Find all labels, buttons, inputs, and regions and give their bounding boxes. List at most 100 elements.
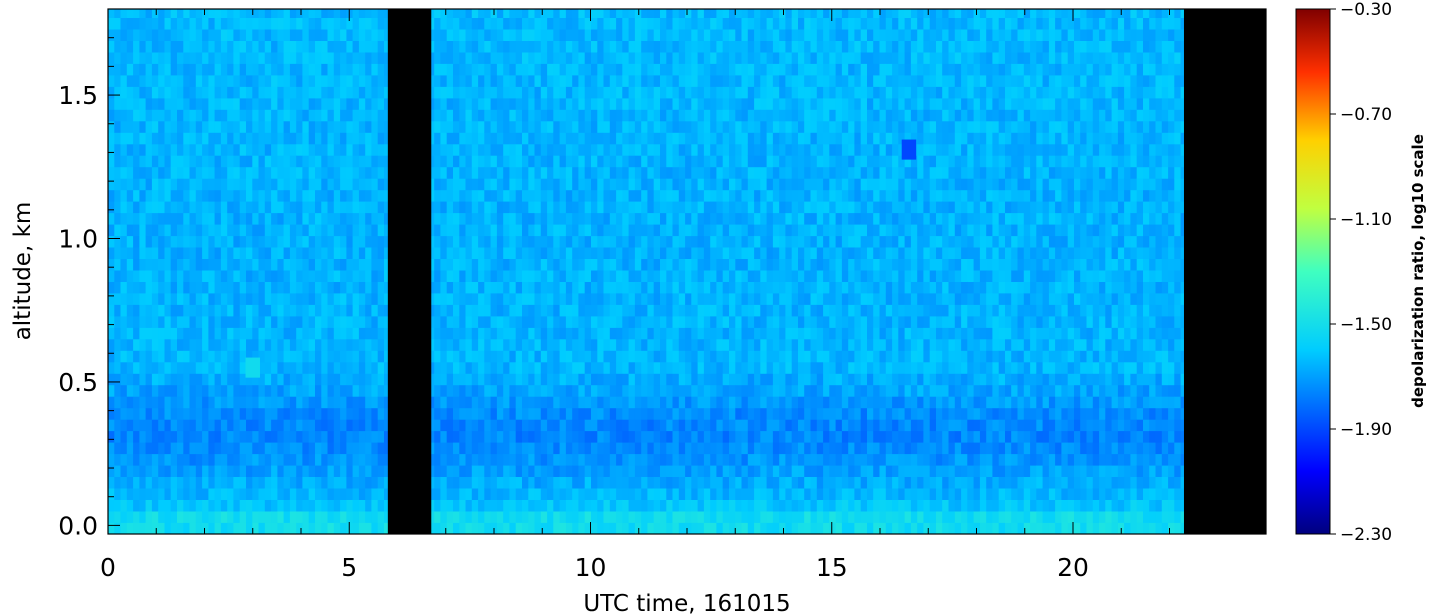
heatmap-cell	[528, 419, 535, 432]
heatmap-cell	[779, 361, 786, 374]
heatmap-cell	[183, 247, 190, 259]
heatmap-cell	[691, 373, 698, 386]
heatmap-cell	[760, 338, 767, 351]
heatmap-cell	[691, 40, 698, 53]
heatmap-cell	[515, 522, 523, 534]
heatmap-cell	[327, 419, 335, 432]
heatmap-cell	[522, 488, 529, 500]
heatmap-cell	[333, 9, 341, 18]
heatmap-cell	[151, 407, 159, 420]
heatmap-cell	[760, 247, 767, 259]
heatmap-cell	[139, 304, 147, 317]
heatmap-cell	[716, 361, 724, 374]
heatmap-cell	[239, 338, 247, 351]
heatmap-cell	[703, 327, 711, 340]
heatmap-cell	[459, 178, 466, 191]
heatmap-cell	[565, 442, 573, 455]
heatmap-cell	[660, 17, 667, 30]
heatmap-cell	[515, 316, 523, 328]
heatmap-cell	[145, 396, 153, 409]
heatmap-cell	[678, 511, 686, 523]
heatmap-cell	[584, 499, 592, 512]
heatmap-cell	[465, 373, 473, 386]
heatmap-cell	[540, 488, 548, 500]
heatmap-cell	[446, 120, 454, 133]
heatmap-cell	[145, 270, 153, 282]
heatmap-cell	[572, 384, 579, 397]
heatmap-cell	[591, 293, 598, 305]
heatmap-cell	[377, 419, 385, 432]
heatmap-cell	[446, 40, 454, 53]
heatmap-cell	[271, 522, 278, 534]
heatmap-cell	[647, 281, 655, 294]
heatmap-cell	[653, 178, 661, 191]
heatmap-cell	[164, 109, 172, 122]
heatmap-cell	[308, 9, 316, 18]
heatmap-cell	[126, 75, 134, 87]
heatmap-cell	[120, 75, 128, 87]
heatmap-cell	[371, 453, 379, 466]
heatmap-cell	[647, 430, 655, 443]
heatmap-cell	[609, 361, 617, 374]
heatmap-cell	[377, 109, 385, 122]
heatmap-cell	[151, 327, 159, 340]
heatmap-cell	[591, 212, 598, 225]
heatmap-cell	[384, 465, 391, 477]
heatmap-cell	[722, 350, 730, 363]
heatmap-cell	[202, 29, 209, 41]
heatmap-cell	[195, 407, 203, 420]
heatmap-cell	[471, 396, 479, 409]
heatmap-cell	[754, 499, 761, 512]
heatmap-cell	[283, 224, 291, 237]
heatmap-cell	[252, 120, 259, 133]
heatmap-cell	[572, 155, 579, 168]
heatmap-cell	[139, 338, 147, 351]
heatmap-cell	[302, 9, 310, 18]
heatmap-cell	[735, 143, 742, 156]
heatmap-cell	[471, 155, 479, 168]
heatmap-cell	[697, 350, 705, 363]
heatmap-cell	[766, 143, 774, 156]
heatmap-cell	[151, 522, 159, 534]
heatmap-cell	[559, 9, 567, 18]
heatmap-cell	[315, 86, 322, 99]
heatmap-cell	[603, 201, 611, 214]
heatmap-cell	[634, 247, 642, 259]
heatmap-cell	[358, 327, 366, 340]
heatmap-cell	[647, 235, 655, 248]
heatmap-cell	[327, 430, 335, 443]
heatmap-cell	[114, 522, 121, 534]
heatmap-cell	[703, 281, 711, 294]
heatmap-cell	[716, 522, 724, 534]
heatmap-cell	[572, 75, 579, 87]
heatmap-cell	[189, 453, 197, 466]
heatmap-cell	[597, 338, 604, 351]
heatmap-cell	[716, 442, 724, 455]
heatmap-cell	[547, 247, 554, 259]
heatmap-cell	[653, 247, 661, 259]
heatmap-cell	[233, 499, 241, 512]
heatmap-cell	[509, 350, 517, 363]
heatmap-cell	[453, 52, 460, 64]
heatmap-cell	[735, 247, 742, 259]
heatmap-cell	[183, 86, 190, 99]
heatmap-cell	[302, 338, 310, 351]
heatmap-cell	[195, 97, 203, 110]
heatmap-cell	[628, 143, 636, 156]
heatmap-cell	[691, 384, 698, 397]
heatmap-cell	[603, 86, 611, 99]
heatmap-cell	[246, 132, 253, 145]
heatmap-cell	[108, 316, 115, 328]
heatmap-cell	[666, 212, 673, 225]
heatmap-cell	[183, 384, 190, 397]
heatmap-cell	[565, 132, 573, 145]
heatmap-cell	[296, 499, 303, 512]
heatmap-cell	[559, 40, 567, 53]
heatmap-cell	[139, 476, 147, 489]
heatmap-cell	[239, 29, 247, 41]
heatmap-cell	[735, 522, 742, 534]
heatmap-cell	[120, 86, 128, 99]
heatmap-cell	[227, 281, 234, 294]
heatmap-cell	[660, 281, 667, 294]
heatmap-cell	[277, 476, 285, 489]
